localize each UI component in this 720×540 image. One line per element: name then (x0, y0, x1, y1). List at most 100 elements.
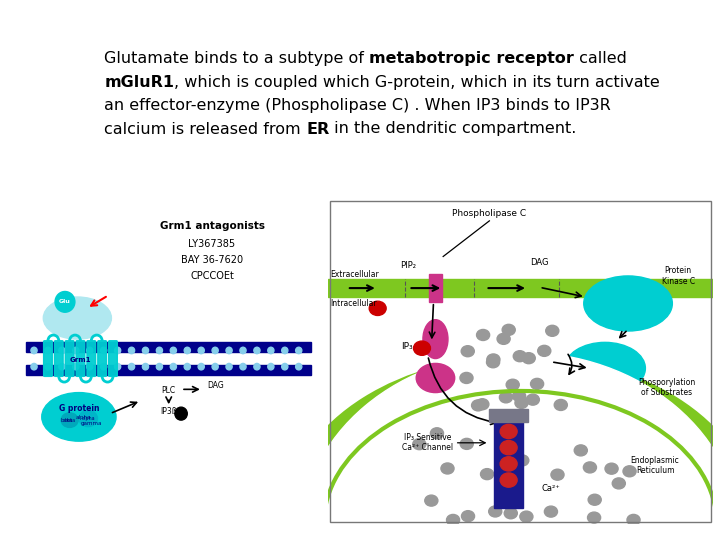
Text: Glu: Glu (59, 299, 71, 305)
Circle shape (487, 357, 500, 368)
Text: IP₃: IP₃ (401, 342, 413, 351)
Ellipse shape (564, 342, 645, 394)
Circle shape (101, 363, 107, 370)
Circle shape (489, 506, 502, 517)
Bar (26, 342, 311, 352)
Circle shape (538, 346, 551, 356)
Bar (26, 365, 311, 375)
Text: ER: ER (306, 122, 329, 137)
Circle shape (296, 347, 302, 354)
Circle shape (462, 511, 474, 522)
Circle shape (198, 363, 204, 370)
Circle shape (282, 347, 288, 354)
Circle shape (460, 373, 473, 383)
Ellipse shape (42, 393, 116, 441)
Circle shape (588, 494, 601, 505)
Circle shape (425, 495, 438, 506)
Text: Extracellular: Extracellular (330, 270, 379, 279)
Circle shape (59, 363, 65, 370)
Circle shape (45, 363, 51, 370)
Circle shape (460, 438, 473, 449)
Circle shape (476, 399, 489, 410)
Text: in the dendritic compartment.: in the dendritic compartment. (329, 122, 577, 137)
Text: DAG: DAG (207, 381, 223, 390)
Circle shape (515, 397, 528, 408)
Circle shape (520, 511, 533, 522)
Circle shape (554, 400, 567, 410)
Text: Protein
Kinase C: Protein Kinase C (662, 266, 695, 286)
Text: mGluR1: mGluR1 (104, 75, 174, 90)
Text: Endoplasmic
Reticulum: Endoplasmic Reticulum (631, 456, 680, 475)
Circle shape (268, 347, 274, 354)
Circle shape (531, 379, 544, 389)
Circle shape (55, 292, 75, 312)
Circle shape (583, 462, 596, 473)
Text: calcium is released from: calcium is released from (104, 122, 306, 137)
Text: metabotropic receptor: metabotropic receptor (369, 51, 575, 66)
Circle shape (513, 350, 526, 362)
Circle shape (73, 347, 79, 354)
Text: G protein: G protein (58, 404, 99, 413)
Circle shape (282, 363, 288, 370)
Circle shape (198, 347, 204, 354)
Circle shape (544, 506, 557, 517)
Circle shape (487, 354, 500, 365)
Text: Phosporylation
of Substrates: Phosporylation of Substrates (638, 378, 696, 397)
Circle shape (254, 347, 260, 354)
Bar (490, 409, 528, 422)
Ellipse shape (43, 297, 112, 339)
Text: , which is coupled which G-protein, which in its turn activate: , which is coupled which G-protein, whic… (174, 75, 660, 90)
Circle shape (546, 325, 559, 336)
Text: LY367385: LY367385 (189, 239, 235, 249)
FancyBboxPatch shape (87, 341, 96, 376)
Circle shape (212, 363, 218, 370)
Circle shape (45, 347, 51, 354)
Circle shape (500, 424, 517, 438)
Circle shape (184, 347, 190, 354)
Ellipse shape (584, 276, 672, 331)
Text: called: called (575, 51, 627, 66)
Circle shape (114, 347, 121, 354)
Circle shape (516, 455, 528, 466)
Circle shape (101, 347, 107, 354)
Bar (428, 274, 442, 302)
FancyBboxPatch shape (44, 341, 53, 376)
Circle shape (472, 400, 485, 411)
Circle shape (296, 363, 302, 370)
Circle shape (462, 346, 474, 357)
Bar (330, 201, 711, 522)
FancyBboxPatch shape (66, 341, 74, 376)
Circle shape (268, 363, 274, 370)
Circle shape (128, 363, 135, 370)
Text: Grm1 antagonists: Grm1 antagonists (160, 221, 264, 231)
Circle shape (254, 363, 260, 370)
Circle shape (504, 508, 518, 519)
Circle shape (627, 515, 640, 525)
Text: Intracellular: Intracellular (330, 299, 377, 308)
Circle shape (551, 469, 564, 480)
Circle shape (143, 347, 148, 354)
FancyBboxPatch shape (76, 341, 85, 376)
Circle shape (446, 515, 459, 525)
Circle shape (506, 379, 519, 390)
Wedge shape (301, 352, 720, 537)
Circle shape (369, 301, 386, 315)
Text: alpha: alpha (76, 415, 91, 420)
Circle shape (143, 363, 148, 370)
Circle shape (477, 329, 490, 341)
Circle shape (170, 363, 176, 370)
Circle shape (59, 347, 65, 354)
Text: DAG: DAG (530, 258, 549, 267)
Text: alpha: alpha (81, 416, 95, 421)
Circle shape (612, 478, 626, 489)
Circle shape (184, 363, 190, 370)
Circle shape (500, 457, 517, 471)
Circle shape (156, 347, 163, 354)
FancyBboxPatch shape (98, 341, 107, 376)
Text: Glutamate binds to a subtype of: Glutamate binds to a subtype of (104, 51, 369, 66)
Circle shape (31, 347, 37, 354)
Circle shape (114, 363, 121, 370)
Circle shape (170, 347, 176, 354)
Circle shape (156, 363, 163, 370)
Text: IP3ß: IP3ß (161, 407, 177, 416)
